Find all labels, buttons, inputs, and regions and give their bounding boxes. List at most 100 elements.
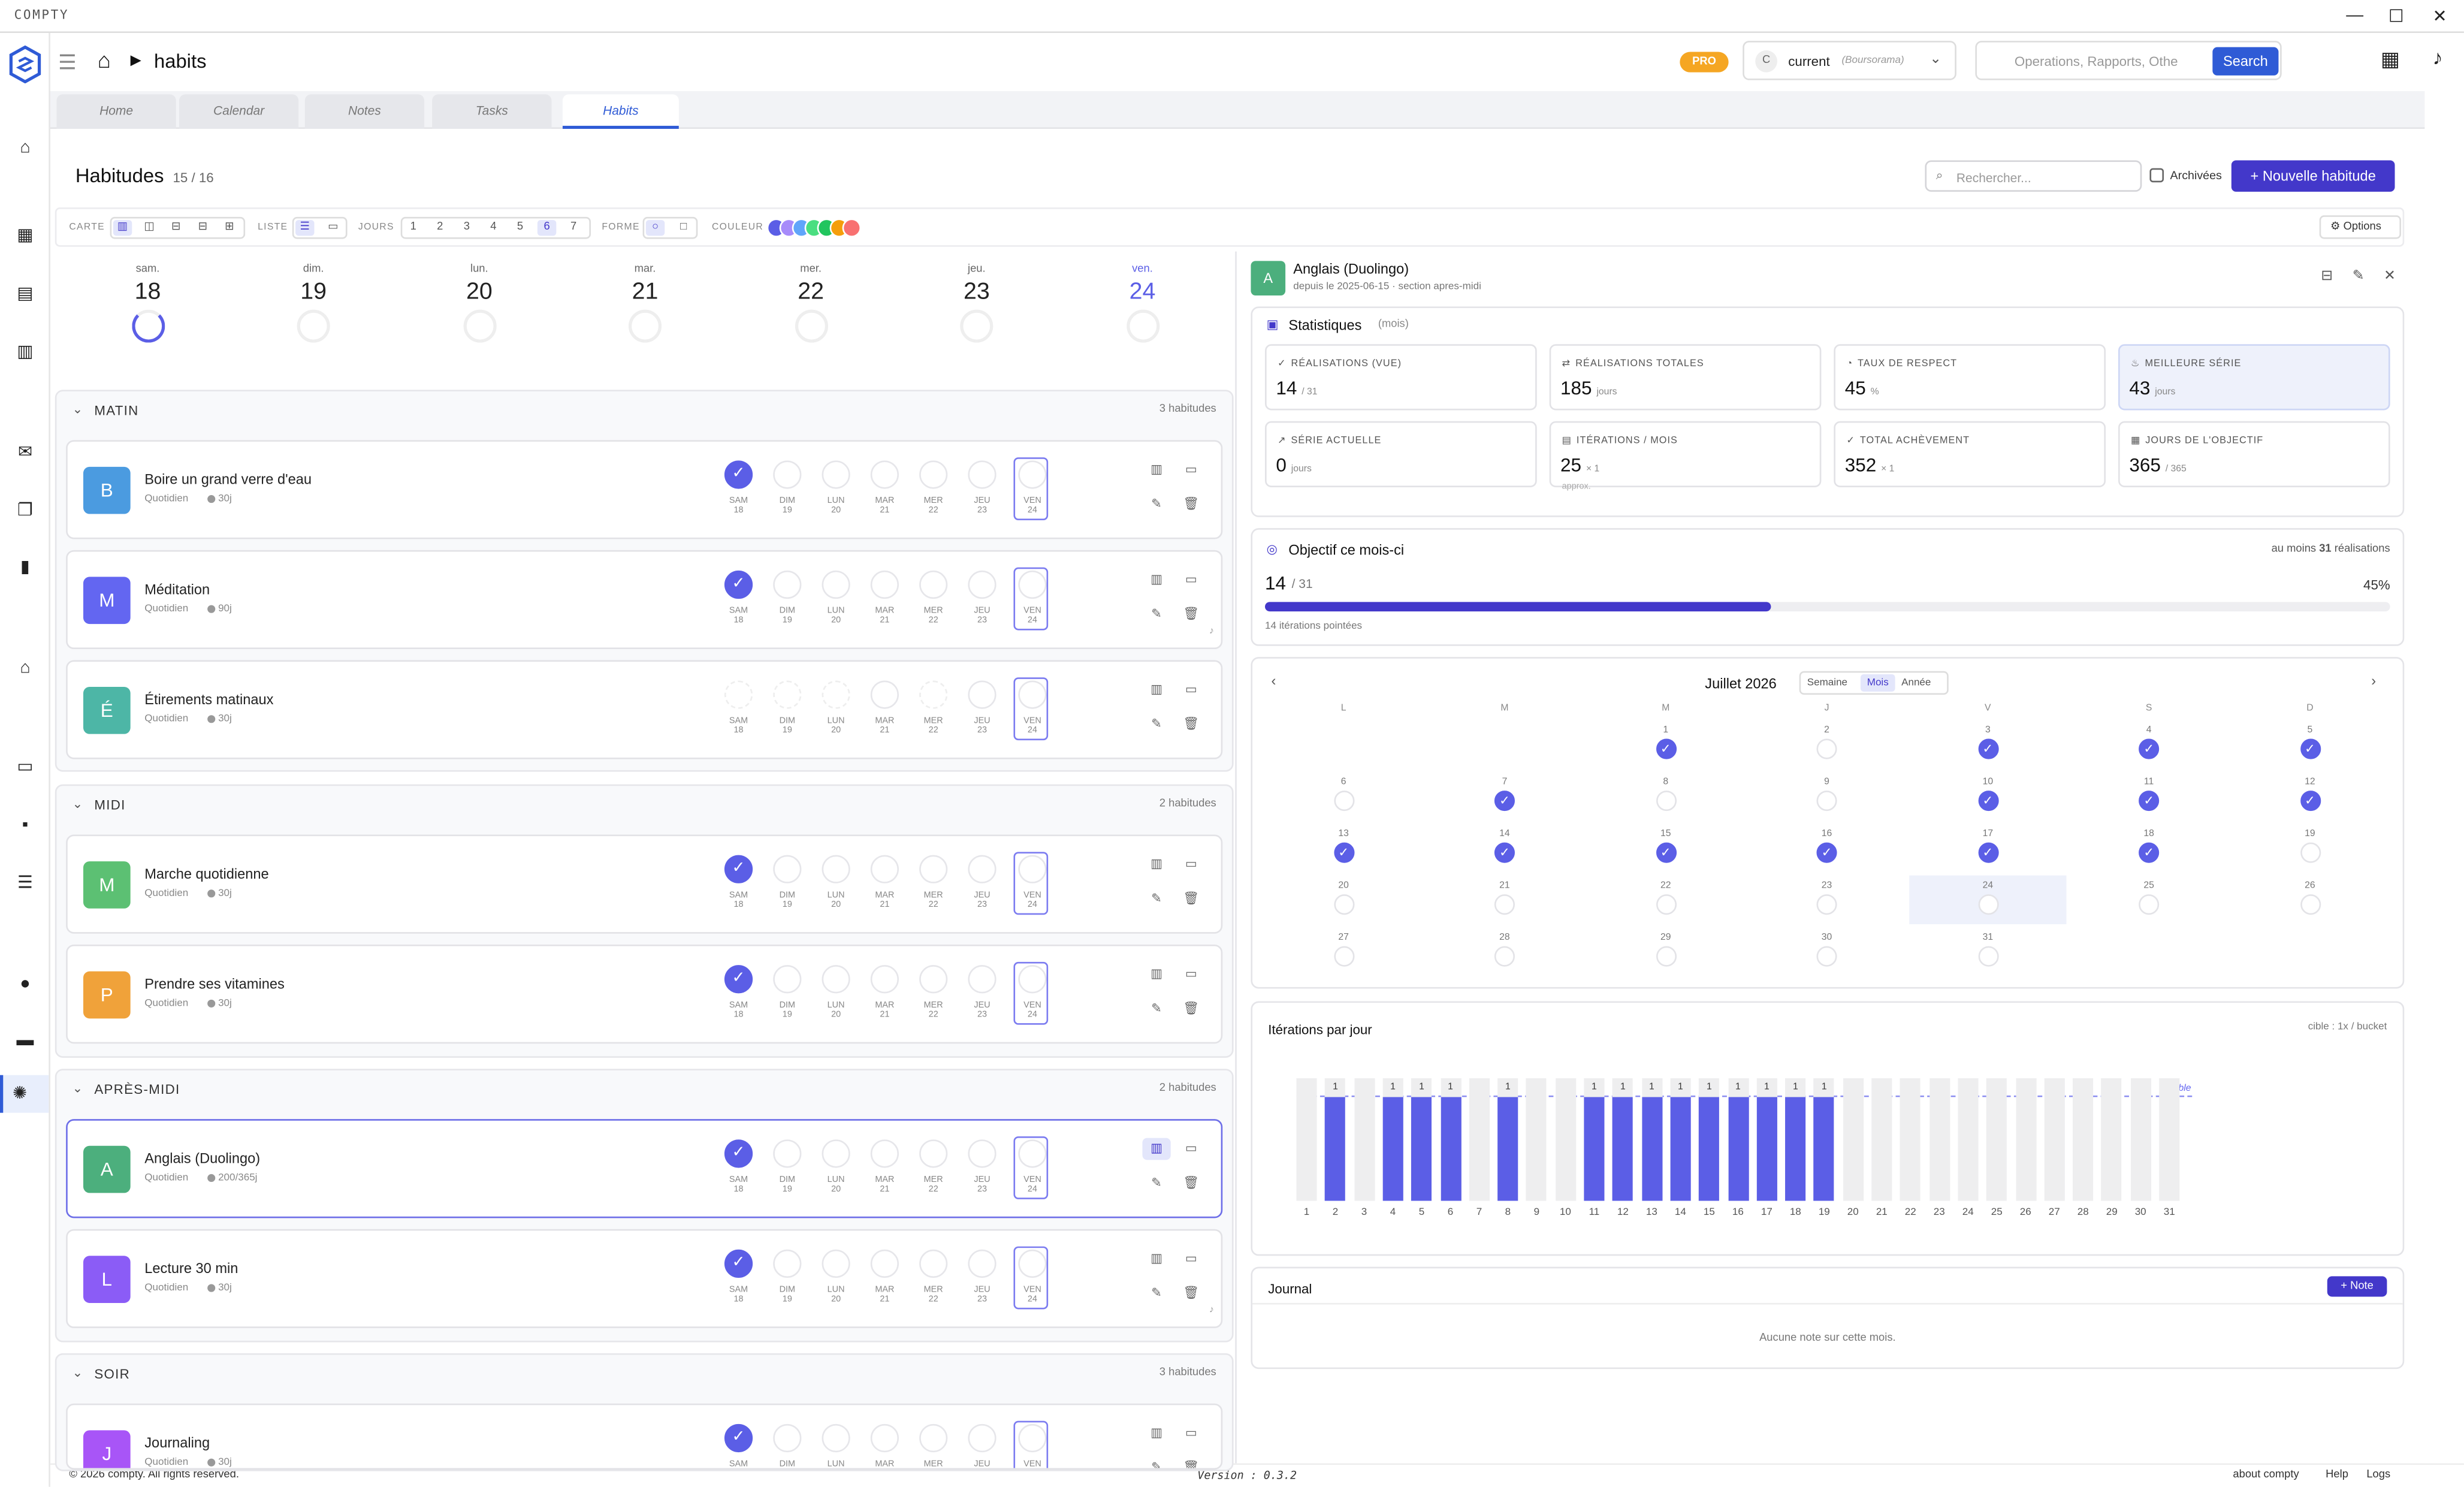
color-swatch[interactable] xyxy=(842,218,862,237)
check-circle[interactable] xyxy=(773,965,802,994)
calendar-day-check[interactable]: ✓ xyxy=(2139,842,2160,863)
delete-icon[interactable]: 🗑 xyxy=(1183,1175,1200,1190)
delete-icon[interactable]: 🗑 xyxy=(1183,891,1200,906)
layout-4-icon[interactable]: ⊟ xyxy=(198,221,207,233)
check-circle[interactable]: ✓ xyxy=(724,1249,753,1278)
check-circle[interactable] xyxy=(870,1139,899,1168)
tab-home[interactable]: Home xyxy=(56,94,176,129)
check-circle[interactable] xyxy=(919,1249,948,1278)
calendar-day-check[interactable] xyxy=(1816,791,1837,812)
week-day[interactable]: dim. 19 xyxy=(282,264,345,343)
footer-link-logs[interactable]: Logs xyxy=(2366,1469,2391,1481)
chevron-down-icon[interactable]: ⌄ xyxy=(72,797,83,812)
calendar-day-check[interactable]: ✓ xyxy=(1655,738,1676,759)
maximize-icon[interactable]: ☐ xyxy=(2388,8,2404,27)
calendar-day[interactable]: 18 ✓ xyxy=(2133,830,2164,863)
calendar-day[interactable]: 5 ✓ xyxy=(2294,726,2326,759)
edit-icon[interactable]: ✎ xyxy=(1151,891,1162,906)
note-icon[interactable]: ▭ xyxy=(1185,1251,1197,1266)
edit-icon[interactable]: ✎ xyxy=(1151,716,1162,731)
days-option-6[interactable]: 6 xyxy=(537,220,557,236)
check-circle[interactable] xyxy=(773,460,802,489)
calendar-day-check[interactable] xyxy=(1494,946,1515,967)
note-icon[interactable]: ▭ xyxy=(1185,856,1197,871)
stats-chart-icon[interactable]: ▥ xyxy=(1151,1251,1163,1266)
calendar-day-check[interactable] xyxy=(1977,894,1998,915)
note-icon[interactable]: ▭ xyxy=(1185,1425,1197,1440)
calendar-day-check[interactable]: ✓ xyxy=(1494,791,1515,812)
calendar-day-check[interactable] xyxy=(1655,946,1676,967)
note-icon[interactable]: ▪ xyxy=(22,816,29,835)
edit-icon[interactable]: ✎ xyxy=(2352,267,2365,283)
layout-1-icon[interactable]: ▥ xyxy=(113,220,132,236)
note-icon[interactable]: ▭ xyxy=(1185,462,1197,476)
habit-card[interactable]: É Étirements matinaux Quotidien 30j SAM 18 DIM… xyxy=(66,660,1223,759)
week-day[interactable]: ven. 24 xyxy=(1111,264,1174,343)
calendar-day-check[interactable]: ✓ xyxy=(2299,738,2320,759)
habit-card[interactable]: M Méditation Quotidien 90j ✓ SAM 18 DIM 19 LUN 20 M… xyxy=(66,550,1223,650)
check-circle[interactable]: ✓ xyxy=(724,855,753,883)
check-circle[interactable] xyxy=(919,570,948,599)
check-circle[interactable] xyxy=(1018,570,1047,599)
check-circle[interactable] xyxy=(1018,680,1047,709)
calendar-day-check[interactable] xyxy=(1494,894,1515,915)
layout-3-icon[interactable]: ⊟ xyxy=(171,221,181,233)
new-habit-button[interactable]: + Nouvelle habitude xyxy=(2231,160,2395,192)
calendar-day-check[interactable] xyxy=(2299,842,2320,863)
habits-icon[interactable]: ✺ xyxy=(0,1075,49,1113)
archive-icon[interactable]: ⊟ xyxy=(2321,267,2333,283)
layout-5-icon[interactable]: ⊞ xyxy=(225,221,234,233)
check-circle[interactable] xyxy=(1018,1139,1047,1168)
search-button[interactable]: Search xyxy=(2212,47,2279,76)
bell-icon[interactable]: ♪ xyxy=(2432,46,2443,70)
global-search-input[interactable]: Operations, Rapports, Othe xyxy=(2014,53,2178,70)
edit-icon[interactable]: ✎ xyxy=(1151,496,1162,511)
calendar-day-check[interactable] xyxy=(2299,894,2320,915)
calendar-icon[interactable]: ▭ xyxy=(17,757,34,777)
check-circle[interactable] xyxy=(968,460,997,489)
calendar-day-check[interactable] xyxy=(1333,894,1354,915)
check-circle[interactable] xyxy=(968,965,997,994)
tab-habits[interactable]: Habits xyxy=(562,94,679,129)
week-day[interactable]: mer. 22 xyxy=(780,264,843,343)
calendar-day[interactable]: 13 ✓ xyxy=(1328,830,1359,863)
stats-chart-icon[interactable]: ▥ xyxy=(1151,682,1163,696)
delete-icon[interactable]: 🗑 xyxy=(1183,1460,1200,1470)
tomato-icon[interactable]: ● xyxy=(20,974,31,994)
next-month-icon[interactable]: › xyxy=(2371,672,2377,689)
check-circle[interactable] xyxy=(822,460,850,489)
calendar-day[interactable]: 2 xyxy=(1811,726,1842,759)
days-option-4[interactable]: 4 xyxy=(490,221,497,233)
archived-checkbox[interactable] xyxy=(2149,168,2164,183)
habit-search[interactable]: ⌕ Rechercher... xyxy=(1925,160,2142,192)
edit-icon[interactable]: ✎ xyxy=(1151,1175,1162,1190)
calendar-day[interactable]: 15 ✓ xyxy=(1650,830,1681,863)
calendar-day-check[interactable]: ✓ xyxy=(1977,738,1998,759)
mail-icon[interactable]: ✉ xyxy=(17,443,33,462)
check-circle[interactable] xyxy=(1018,1423,1047,1453)
account-selector[interactable]: C current (Boursorama) ⌄ xyxy=(1743,41,1956,80)
calendar-day[interactable]: 23 xyxy=(1811,882,1842,915)
